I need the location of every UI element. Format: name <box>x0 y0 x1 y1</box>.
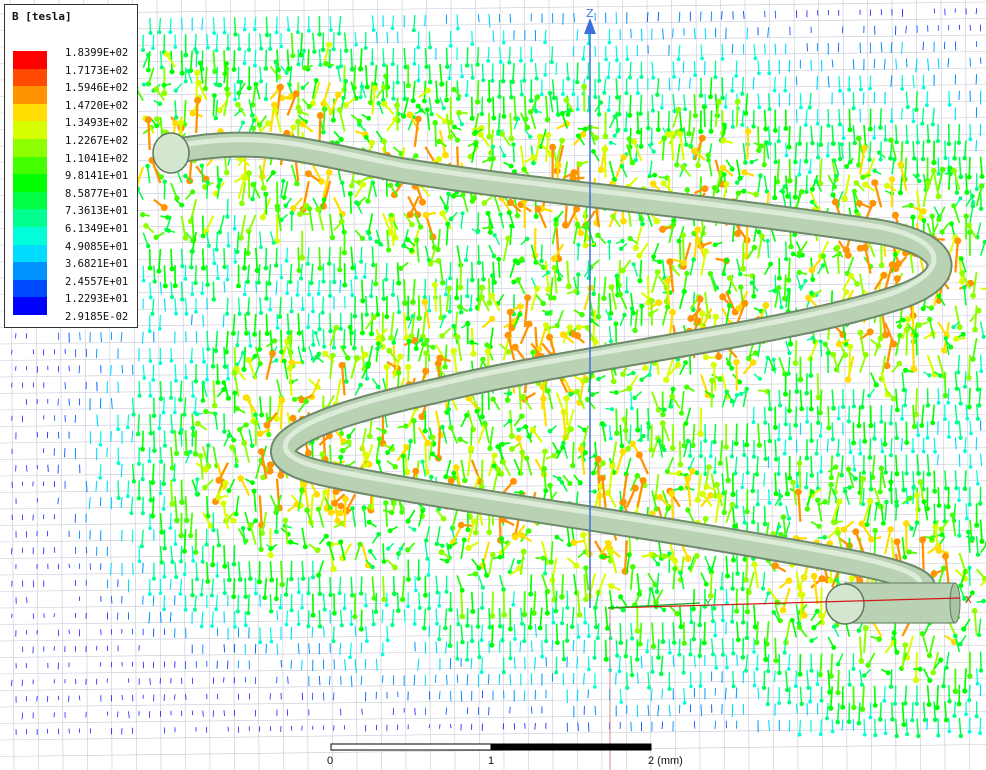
legend-swatch <box>13 226 47 245</box>
legend-swatch <box>13 51 47 69</box>
legend-swatch <box>13 262 47 280</box>
legend-value: 1.4720E+02 <box>65 99 129 112</box>
legend-value: 6.1349E+01 <box>65 222 129 235</box>
x-axis-label: X <box>965 595 972 606</box>
field-legend: B [tesla] 1.8399E+02 1.7173E+02 1.5946E+02… <box>4 4 138 328</box>
legend-value: 1.8399E+02 <box>65 47 129 59</box>
legend-value: 2.9185E-02 <box>65 310 129 323</box>
legend-swatch <box>13 209 47 227</box>
legend-swatch <box>13 244 47 263</box>
legend-swatch <box>13 86 47 104</box>
legend-swatches <box>13 51 49 315</box>
scale-tick-1: 1 <box>488 755 495 767</box>
legend-swatch <box>13 279 47 298</box>
legend-value: 1.3493E+02 <box>65 117 129 130</box>
legend-value: 1.1041E+02 <box>65 152 129 165</box>
legend-swatch <box>13 68 47 87</box>
helical-coil[interactable] <box>152 131 961 625</box>
z-axis-label: Z <box>586 7 594 20</box>
z-axis-arrow <box>584 18 596 34</box>
legend-value: 1.7173E+02 <box>65 64 129 77</box>
y-axis-label: Y <box>704 598 712 609</box>
legend-swatch <box>13 121 47 139</box>
coil-end-cap-left <box>152 132 190 174</box>
coil-end-cap-right <box>825 583 865 625</box>
legend-swatch <box>13 156 47 175</box>
legend-value: 1.2267E+02 <box>65 134 129 147</box>
legend-labels: 1.8399E+02 1.7173E+02 1.5946E+02 1.4720E+02… <box>65 45 128 327</box>
legend-value: 2.4557E+01 <box>65 275 129 288</box>
legend-value: 8.5877E+01 <box>65 187 129 200</box>
legend-value: 1.2293E+01 <box>65 293 129 306</box>
legend-swatch <box>13 103 47 122</box>
y-axis-line <box>607 602 701 609</box>
scale-tick-2: 2 (mm) <box>648 755 683 767</box>
legend-value: 9.8141E+01 <box>65 170 129 183</box>
legend-value: 1.5946E+02 <box>65 82 129 95</box>
legend-swatch <box>13 174 47 192</box>
x-axis-line <box>607 597 961 609</box>
legend-swatch <box>13 138 47 157</box>
scale-bar <box>330 743 652 751</box>
legend-swatch <box>13 297 47 315</box>
legend-swatch <box>13 191 47 210</box>
legend-value: 4.9085E+01 <box>65 240 129 253</box>
axis-triad: Z Y X <box>584 7 972 770</box>
scale-tick-0: 0 <box>327 755 334 767</box>
legend-value: 7.3613E+01 <box>65 205 129 218</box>
legend-value: 3.6821E+01 <box>65 258 129 271</box>
legend-title: B [tesla] <box>12 10 72 23</box>
